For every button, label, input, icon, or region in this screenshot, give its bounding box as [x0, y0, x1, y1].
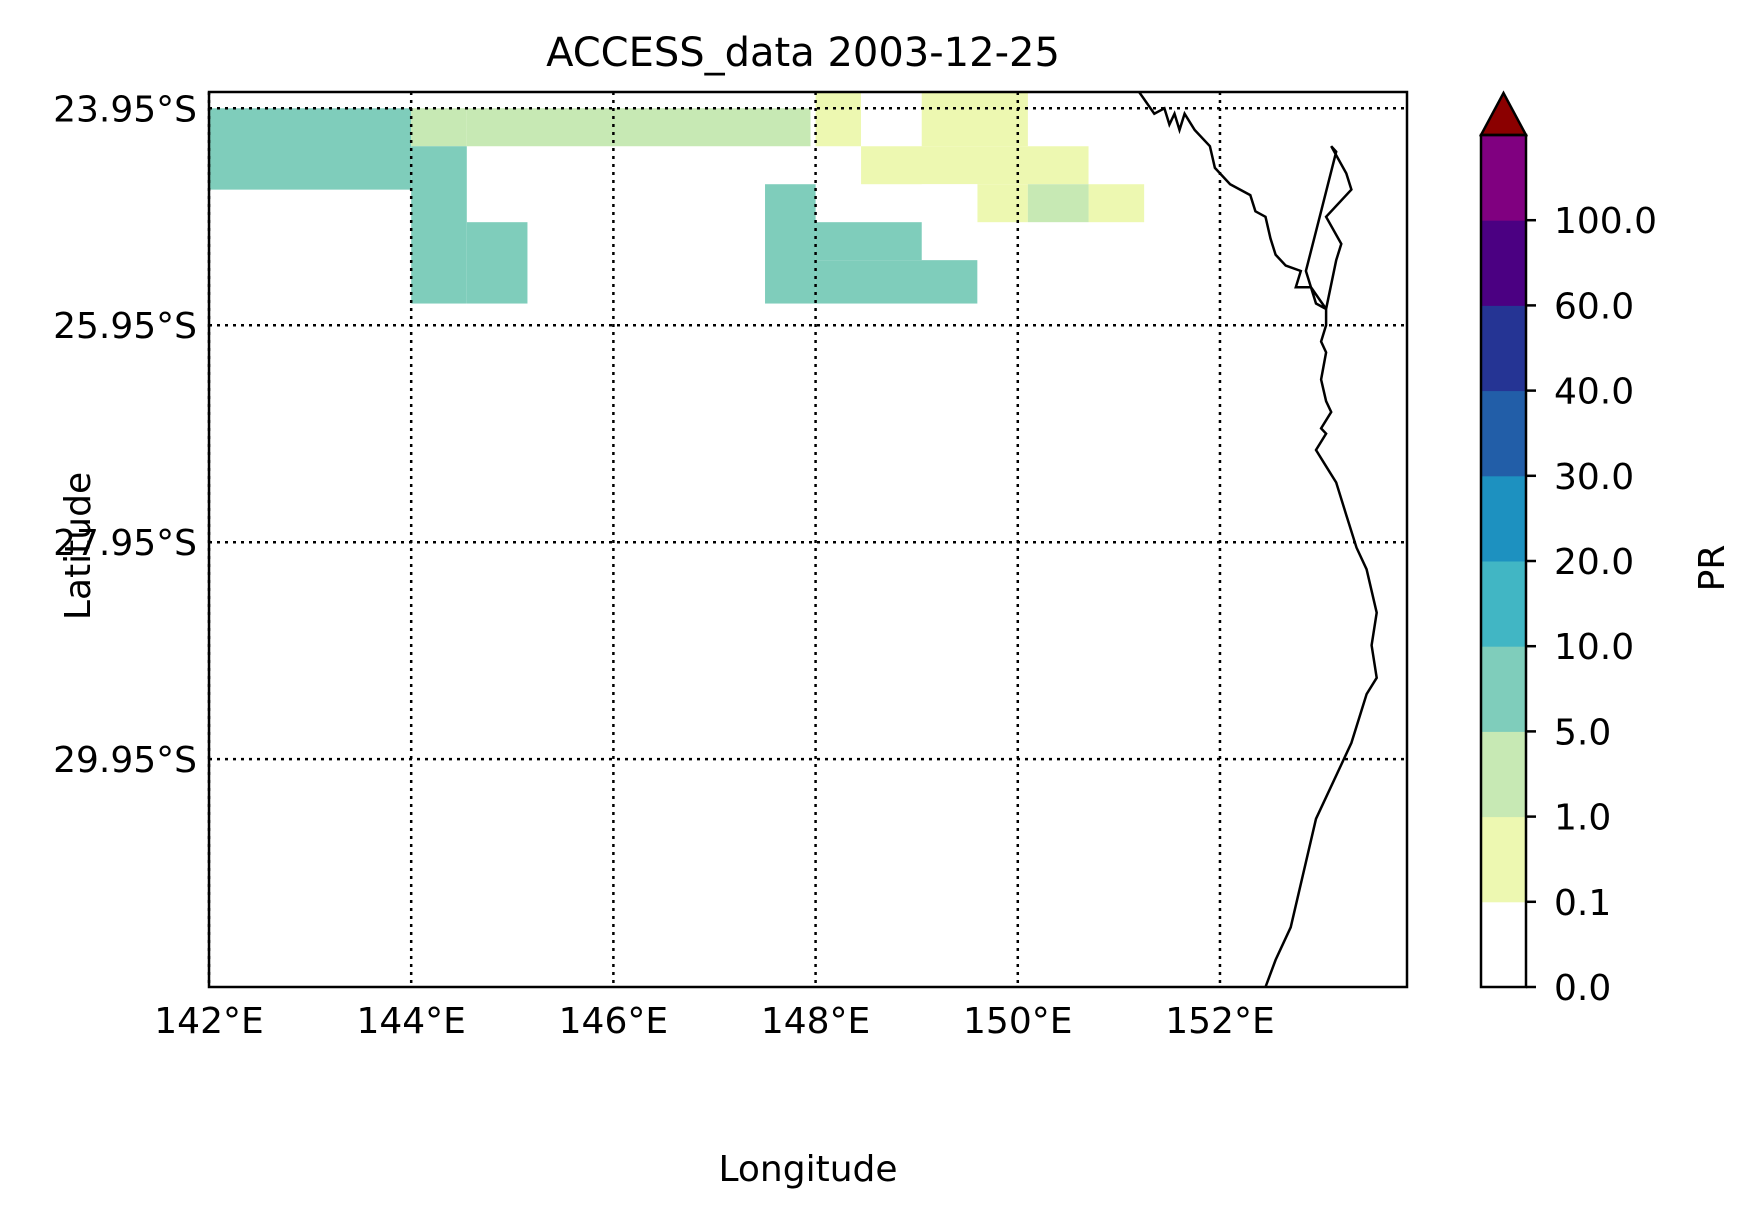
colorbar-tick-label: 40.0 [1554, 372, 1634, 413]
y-axis-label: Latitude [58, 472, 99, 620]
colorbar-tick-label: 1.0 [1554, 798, 1611, 839]
colorbar-segment-7 [1481, 305, 1526, 392]
precip-cell-7 [977, 184, 1028, 223]
colorbar-tick-label: 5.0 [1554, 712, 1611, 753]
colorbar-segment-5 [1481, 475, 1526, 562]
colorbar-label: PR [1692, 545, 1733, 592]
precip-cells [209, 92, 1145, 304]
precip-cell-13 [765, 184, 816, 304]
colorbar-segment-2 [1481, 731, 1526, 818]
precip-cell-15 [815, 260, 978, 304]
precip-cell-6 [861, 146, 1089, 185]
precip-cell-14 [815, 222, 922, 261]
colorbar-segment-4 [1481, 561, 1526, 647]
precip-cell-12 [466, 222, 528, 304]
colorbar-segment-6 [1481, 390, 1526, 477]
precip-cell-11 [411, 146, 467, 304]
precip-cell-5 [921, 92, 1028, 147]
precip-cell-0 [209, 108, 412, 190]
colorbar-tick-label: 0.0 [1554, 968, 1611, 1009]
colorbar-tick-label: 30.0 [1554, 457, 1634, 498]
x-tick-label: 152°E [1165, 1001, 1274, 1042]
precip-cell-10 [921, 184, 978, 223]
map-plot-area [207, 90, 1409, 989]
colorbar-tick-label: 100.0 [1554, 201, 1657, 242]
x-tick-label: 144°E [356, 1001, 465, 1042]
colorbar-tick-label: 10.0 [1554, 627, 1634, 668]
x-axis-label: Longitude [718, 1149, 897, 1190]
colorbar-segment-0 [1481, 901, 1526, 988]
y-tick-label: 27.95°S [53, 523, 197, 564]
x-tick-labels: 142°E 144°E 146°E 148°E 150°E 152°E [154, 1001, 1274, 1042]
x-tick-label: 148°E [761, 1001, 870, 1042]
colorbar-segment-3 [1481, 646, 1526, 732]
y-tick-label: 25.95°S [53, 306, 197, 347]
coastline [1138, 91, 1379, 988]
x-tick-label: 150°E [963, 1001, 1072, 1042]
x-tick-label: 146°E [559, 1001, 668, 1042]
precip-cell-1 [411, 108, 467, 147]
colorbar-segment-1 [1481, 816, 1526, 903]
precip-cell-4 [861, 92, 922, 147]
colorbar-tick-label: 0.1 [1554, 883, 1611, 924]
y-tick-label: 23.95°S [53, 89, 197, 130]
y-tick-label: 29.95°S [53, 740, 197, 781]
plot-frame [207, 90, 1409, 989]
precip-cell-3 [815, 92, 862, 147]
precip-cell-2 [466, 108, 811, 147]
chart-title: ACCESS_data 2003-12-25 [546, 30, 1060, 76]
x-tick-label: 142°E [154, 1001, 263, 1042]
colorbar-tick-label: 60.0 [1554, 286, 1634, 327]
colorbar: 0.0 0.1 1.0 5.0 10.0 20.0 30.0 40.0 60.0 100.0 [1478, 90, 1657, 1009]
colorbar-tick-label: 20.0 [1554, 542, 1634, 583]
colorbar-segment-9 [1481, 135, 1526, 221]
colorbar-extend-arrow [1478, 90, 1529, 137]
precip-cell-8 [1088, 184, 1145, 223]
colorbar-segment-8 [1481, 220, 1526, 306]
precip-cell-9 [1027, 184, 1089, 223]
y-tick-labels: 23.95°S 25.95°S 27.95°S 29.95°S [53, 89, 197, 781]
